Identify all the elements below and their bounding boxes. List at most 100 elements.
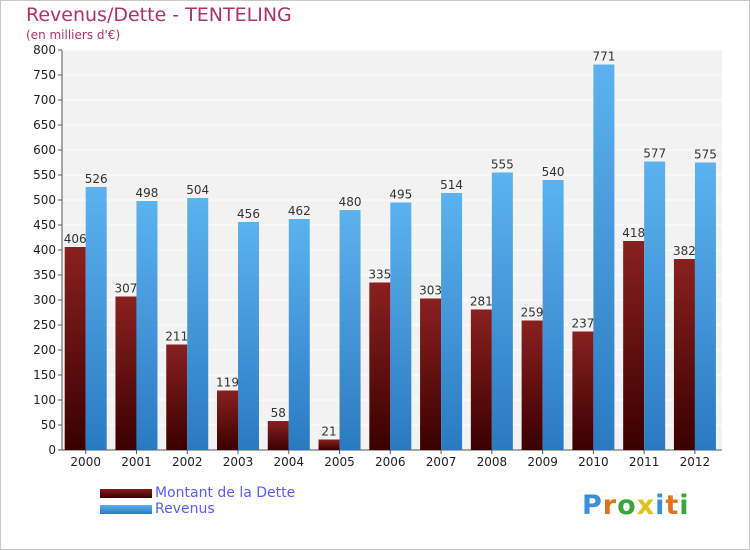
data-label-dette-2007: 303 bbox=[419, 284, 442, 298]
legend-swatch-revenus bbox=[100, 505, 152, 514]
legend-label-dette: Montant de la Dette bbox=[155, 485, 296, 501]
data-label-dette-2008: 281 bbox=[470, 295, 493, 309]
data-label-dette-2003: 119 bbox=[216, 376, 239, 390]
y-tick-label-650: 650 bbox=[33, 118, 56, 132]
bar-revenus-2003 bbox=[238, 222, 260, 450]
bar-revenus-2000 bbox=[85, 187, 107, 450]
bar-revenus-2011 bbox=[644, 161, 666, 450]
data-label-dette-2012: 382 bbox=[673, 244, 696, 258]
data-label-revenus-2010: 771 bbox=[592, 50, 615, 64]
x-tick-label-2006: 2006 bbox=[375, 455, 406, 469]
data-labels: 406 526 307 498 211 504 119 456 58 462 21 480 335 495… bbox=[64, 50, 717, 439]
x-tick-label-2009: 2009 bbox=[527, 455, 558, 469]
bar-revenus-2012 bbox=[694, 162, 716, 450]
data-label-revenus-2004: 462 bbox=[288, 204, 311, 218]
data-label-revenus-2000: 526 bbox=[85, 172, 108, 186]
y-tick-label-0: 0 bbox=[48, 443, 56, 457]
bars bbox=[64, 64, 716, 450]
y-tick-label-800: 800 bbox=[33, 43, 56, 57]
data-label-dette-2001: 307 bbox=[115, 282, 138, 296]
x-tick-label-2002: 2002 bbox=[172, 455, 203, 469]
bar-dette-2005 bbox=[318, 439, 340, 450]
data-label-dette-2000: 406 bbox=[64, 232, 87, 246]
x-tick-label-2003: 2003 bbox=[223, 455, 254, 469]
data-label-dette-2011: 418 bbox=[622, 226, 645, 240]
logo-letter: i bbox=[655, 490, 666, 521]
legend-swatch-dette bbox=[100, 489, 152, 498]
y-tick-label-100: 100 bbox=[33, 393, 56, 407]
data-label-revenus-2005: 480 bbox=[339, 195, 362, 209]
bar-revenus-2009 bbox=[542, 180, 564, 450]
bar-revenus-2005 bbox=[339, 210, 361, 450]
data-label-revenus-2003: 456 bbox=[237, 207, 260, 221]
y-tick-label-300: 300 bbox=[33, 293, 56, 307]
y-tick-label-550: 550 bbox=[33, 168, 56, 182]
y-tick-label-700: 700 bbox=[33, 93, 56, 107]
bar-revenus-2007 bbox=[441, 193, 463, 450]
data-label-dette-2004: 58 bbox=[271, 406, 286, 420]
x-tick-label-2010: 2010 bbox=[578, 455, 609, 469]
logo-letter: r bbox=[602, 490, 618, 521]
logo-letter: i bbox=[679, 490, 690, 521]
x-tick-label-2011: 2011 bbox=[629, 455, 660, 469]
legend-label-revenus: Revenus bbox=[155, 501, 215, 517]
data-label-revenus-2002: 504 bbox=[186, 183, 209, 197]
bar-revenus-2001 bbox=[136, 201, 158, 450]
y-tick-label-600: 600 bbox=[33, 143, 56, 157]
y-tick-label-500: 500 bbox=[33, 193, 56, 207]
x-tick-label-2008: 2008 bbox=[477, 455, 508, 469]
y-tick-label-750: 750 bbox=[33, 68, 56, 82]
y-tick-label-350: 350 bbox=[33, 268, 56, 282]
bar-revenus-2004 bbox=[288, 219, 310, 450]
data-label-dette-2002: 211 bbox=[165, 330, 188, 344]
bar-dette-2002 bbox=[166, 344, 188, 450]
data-label-dette-2005: 21 bbox=[321, 425, 336, 439]
bar-dette-2010 bbox=[572, 331, 594, 450]
bar-dette-2003 bbox=[217, 390, 239, 450]
x-axis-ticks: 2000 2001 2002 2003 2004 2005 2006 2007 2008 2009… bbox=[70, 450, 710, 469]
bar-revenus-2010 bbox=[593, 64, 615, 450]
bar-dette-2012 bbox=[673, 259, 695, 450]
bar-dette-2006 bbox=[369, 282, 391, 450]
x-tick-label-2012: 2012 bbox=[680, 455, 711, 469]
x-tick-label-2000: 2000 bbox=[70, 455, 101, 469]
y-tick-label-200: 200 bbox=[33, 343, 56, 357]
bar-dette-2001 bbox=[115, 296, 137, 450]
y-tick-label-450: 450 bbox=[33, 218, 56, 232]
chart-subtitle: (en milliers d'€) bbox=[26, 28, 121, 42]
logo-letter: t bbox=[665, 490, 680, 521]
logo-letter: x bbox=[636, 490, 656, 521]
data-label-revenus-2007: 514 bbox=[440, 178, 463, 192]
data-label-revenus-2006: 495 bbox=[389, 188, 412, 202]
data-label-dette-2010: 237 bbox=[571, 317, 594, 331]
x-tick-label-2001: 2001 bbox=[121, 455, 152, 469]
data-label-revenus-2012: 575 bbox=[694, 148, 717, 162]
x-tick-label-2004: 2004 bbox=[274, 455, 305, 469]
data-label-dette-2006: 335 bbox=[368, 268, 391, 282]
bar-revenus-2006 bbox=[390, 202, 412, 450]
bar-dette-2000 bbox=[64, 247, 86, 450]
y-tick-label-150: 150 bbox=[33, 368, 56, 382]
bar-revenus-2008 bbox=[491, 172, 513, 450]
bar-dette-2007 bbox=[420, 298, 442, 450]
bar-dette-2004 bbox=[267, 421, 289, 450]
bar-dette-2011 bbox=[623, 241, 645, 450]
proxiti-logo: Proxiti bbox=[582, 490, 690, 521]
x-tick-label-2007: 2007 bbox=[426, 455, 457, 469]
y-tick-label-50: 50 bbox=[41, 418, 56, 432]
logo-letter: P bbox=[582, 490, 603, 521]
logo-letter: o bbox=[617, 490, 637, 521]
bar-revenus-2002 bbox=[187, 198, 209, 450]
data-label-revenus-2008: 555 bbox=[491, 158, 514, 172]
chart-title: Revenus/Dette - TENTELING bbox=[26, 4, 292, 26]
data-label-revenus-2009: 540 bbox=[542, 165, 565, 179]
data-label-dette-2009: 259 bbox=[521, 306, 544, 320]
data-label-revenus-2011: 577 bbox=[643, 147, 666, 161]
bar-dette-2008 bbox=[470, 309, 492, 450]
y-tick-label-250: 250 bbox=[33, 318, 56, 332]
y-axis-ticks: 0 50 100 150 200 250 300 350 400 450 500 550 600 650 7… bbox=[33, 43, 56, 457]
bar-dette-2009 bbox=[521, 320, 543, 450]
x-tick-label-2005: 2005 bbox=[324, 455, 355, 469]
y-tick-label-400: 400 bbox=[33, 243, 56, 257]
